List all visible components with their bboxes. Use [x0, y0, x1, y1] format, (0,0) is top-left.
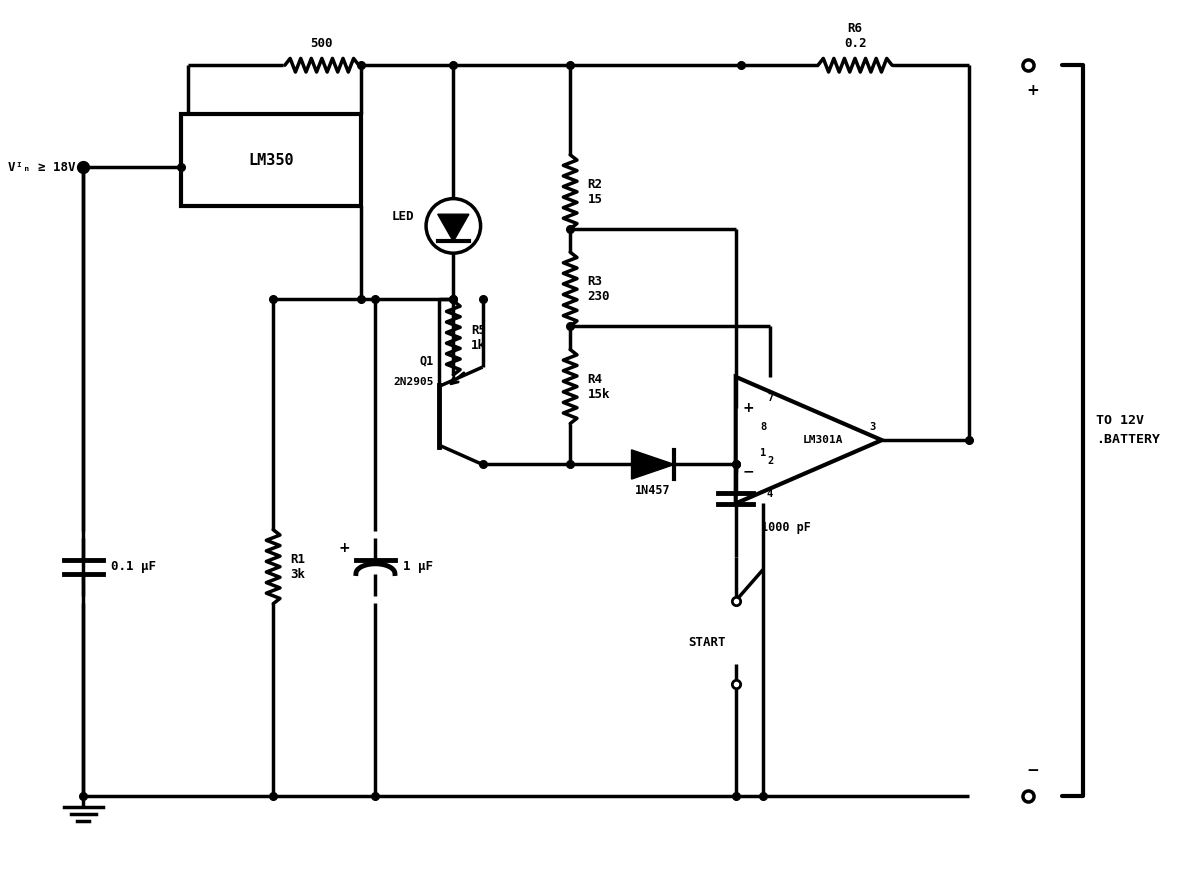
- Text: −: −: [743, 465, 754, 479]
- Text: 8: 8: [760, 423, 767, 433]
- Text: +: +: [743, 401, 754, 416]
- Text: R4
15k: R4 15k: [588, 373, 610, 400]
- Text: +: +: [338, 541, 350, 555]
- Polygon shape: [438, 214, 469, 241]
- Text: START: START: [688, 635, 726, 649]
- Text: +: +: [1027, 83, 1039, 98]
- Text: 0.1 μF: 0.1 μF: [110, 560, 155, 573]
- Text: R5
1k: R5 1k: [471, 324, 485, 352]
- Text: 7: 7: [767, 392, 773, 402]
- Text: 1000 pF: 1000 pF: [761, 522, 811, 534]
- Text: 2N2905: 2N2905: [393, 376, 434, 386]
- Text: LED: LED: [392, 210, 414, 222]
- Text: R6
0.2: R6 0.2: [844, 21, 867, 50]
- Text: Q1: Q1: [419, 354, 434, 367]
- FancyBboxPatch shape: [180, 114, 361, 206]
- Text: Vᴵₙ ≥ 18V: Vᴵₙ ≥ 18V: [8, 161, 76, 174]
- Text: 1: 1: [760, 448, 767, 458]
- Text: 3: 3: [870, 423, 876, 433]
- Text: 4: 4: [767, 489, 773, 498]
- Text: LM350: LM350: [248, 153, 293, 167]
- Text: −: −: [1027, 763, 1039, 778]
- Text: R1
3k: R1 3k: [291, 553, 306, 580]
- Text: R3
230: R3 230: [588, 275, 610, 303]
- Text: 1N457: 1N457: [635, 484, 671, 497]
- Text: 500: 500: [311, 36, 334, 50]
- Text: 2: 2: [767, 456, 773, 466]
- Text: TO 12V
.BATTERY: TO 12V .BATTERY: [1096, 415, 1160, 447]
- Text: LM301A: LM301A: [804, 435, 844, 445]
- Polygon shape: [631, 449, 674, 479]
- Text: R2
15: R2 15: [588, 178, 603, 206]
- Text: 1 μF: 1 μF: [402, 560, 433, 573]
